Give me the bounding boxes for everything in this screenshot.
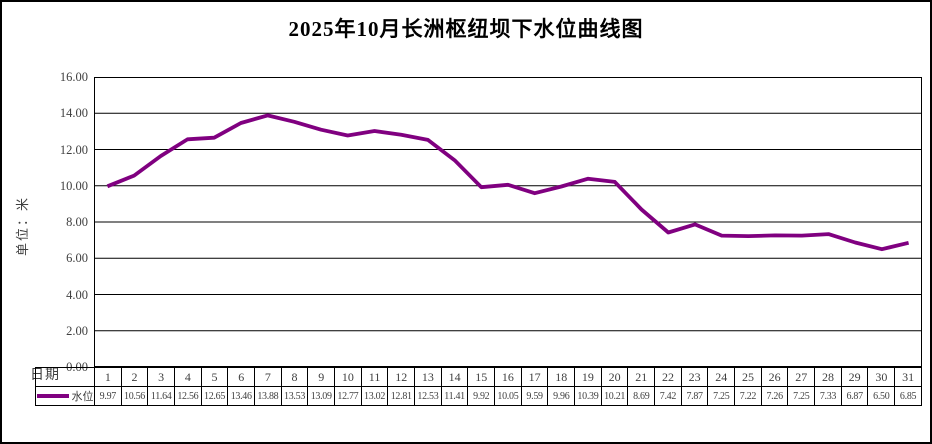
table-cell-value: 6.50 xyxy=(867,386,896,406)
table-cell-day: 9 xyxy=(307,367,336,387)
y-axis-tick-label: 10.00 xyxy=(59,178,88,193)
table-cell-day: 31 xyxy=(894,367,922,387)
table-cell-value: 7.26 xyxy=(760,386,789,406)
table-cell-day: 1 xyxy=(94,367,122,387)
table-cell-value: 7.22 xyxy=(734,386,762,406)
table-cell-value: 9.92 xyxy=(467,386,496,406)
y-axis-tick-label: 8.00 xyxy=(66,215,88,229)
table-cell-day: 4 xyxy=(174,367,202,387)
y-axis-title: 单位：米 xyxy=(15,196,30,257)
table-cell-day: 5 xyxy=(200,367,229,387)
table-cell-day: 21 xyxy=(627,367,656,387)
table-row-days: 1 2 3 4 5 6 7 8 9 10 11 12 13 14 15 16 17 18 19 20 21 22 23 24 2… xyxy=(35,367,922,387)
table-corner-blank xyxy=(35,367,95,387)
table-cell-day: 11 xyxy=(360,367,389,387)
table-cell-value: 10.21 xyxy=(600,386,629,406)
table-cell-value: 9.59 xyxy=(520,386,549,406)
y-axis-tick-label: 12.00 xyxy=(59,142,88,157)
table-cell-day: 14 xyxy=(440,367,469,387)
table-cell-day: 23 xyxy=(680,367,709,387)
plot-border xyxy=(94,77,922,367)
table-cell-day: 2 xyxy=(120,367,149,387)
table-cell-value: 10.56 xyxy=(120,386,149,406)
table-cell-day: 15 xyxy=(467,367,496,387)
y-axis-tick-label: 14.00 xyxy=(59,106,88,121)
table-cell-day: 8 xyxy=(280,367,309,387)
table-cell-value: 12.53 xyxy=(414,386,442,406)
table-cell-value: 7.25 xyxy=(707,386,736,406)
table-cell-value: 9.96 xyxy=(547,386,576,406)
legend-cell: 水位 xyxy=(35,386,95,406)
legend-line-icon xyxy=(36,394,69,399)
table-cell-day: 18 xyxy=(547,367,576,387)
table-cell-value: 13.46 xyxy=(227,386,256,406)
line-chart-plot xyxy=(94,77,922,367)
chart-title: 2025年10月长洲枢纽坝下水位曲线图 xyxy=(288,17,644,41)
table-cell-day: 26 xyxy=(760,367,789,387)
table-cell-value: 9.97 xyxy=(94,386,122,406)
table-cell-value: 7.42 xyxy=(654,386,682,406)
table-cell-value: 6.85 xyxy=(894,386,922,406)
table-cell-day: 19 xyxy=(574,367,602,387)
y-axis-tick-label: 6.00 xyxy=(66,251,88,266)
table-cell-value: 10.05 xyxy=(494,386,522,406)
table-cell-value: 10.39 xyxy=(574,386,602,406)
table-cell-day: 3 xyxy=(147,367,176,387)
table-cell-value: 12.65 xyxy=(200,386,229,406)
table-row-values: 水位 9.97 10.56 11.64 12.56 12.65 13.46 13.88 13.… xyxy=(35,386,922,406)
table-cell-value: 12.77 xyxy=(334,386,362,406)
table-cell-value: 7.87 xyxy=(680,386,709,406)
table-cell-day: 30 xyxy=(867,367,896,387)
table-cell-value: 7.25 xyxy=(787,386,816,406)
table-cell-day: 20 xyxy=(600,367,629,387)
table-cell-value: 13.53 xyxy=(280,386,309,406)
table-cell-value: 13.02 xyxy=(360,386,389,406)
table-cell-day: 22 xyxy=(654,367,682,387)
table-cell-day: 28 xyxy=(814,367,842,387)
legend-label: 水位 xyxy=(71,391,94,403)
table-cell-value: 6.87 xyxy=(840,386,869,406)
table-cell-value: 13.88 xyxy=(254,386,282,406)
table-cell-day: 25 xyxy=(734,367,762,387)
table-cell-day: 10 xyxy=(334,367,362,387)
table-cell-value: 12.81 xyxy=(387,386,416,406)
table-cell-value: 11.64 xyxy=(147,386,176,406)
table-cell-day: 12 xyxy=(387,367,416,387)
table-cell-day: 29 xyxy=(840,367,869,387)
table-cell-day: 16 xyxy=(494,367,522,387)
table-cell-day: 27 xyxy=(787,367,816,387)
data-table: 1 2 3 4 5 6 7 8 9 10 11 12 13 14 15 16 17 18 19 20 21 22 23 24 2… xyxy=(35,367,922,406)
table-cell-day: 6 xyxy=(227,367,256,387)
y-axis-tick-label: 16.00 xyxy=(59,70,88,84)
y-axis-tick-label: 4.00 xyxy=(66,287,88,302)
y-axis-tick-label: 2.00 xyxy=(66,323,88,338)
table-cell-value: 7.33 xyxy=(814,386,842,406)
table-cell-value: 8.69 xyxy=(627,386,656,406)
table-cell-value: 12.56 xyxy=(174,386,202,406)
table-cell-day: 13 xyxy=(414,367,442,387)
table-cell-day: 24 xyxy=(707,367,736,387)
table-cell-value: 11.41 xyxy=(440,386,469,406)
table-cell-value: 13.09 xyxy=(307,386,336,406)
table-cell-day: 7 xyxy=(254,367,282,387)
water-level-line xyxy=(106,113,910,252)
table-cell-day: 17 xyxy=(520,367,549,387)
